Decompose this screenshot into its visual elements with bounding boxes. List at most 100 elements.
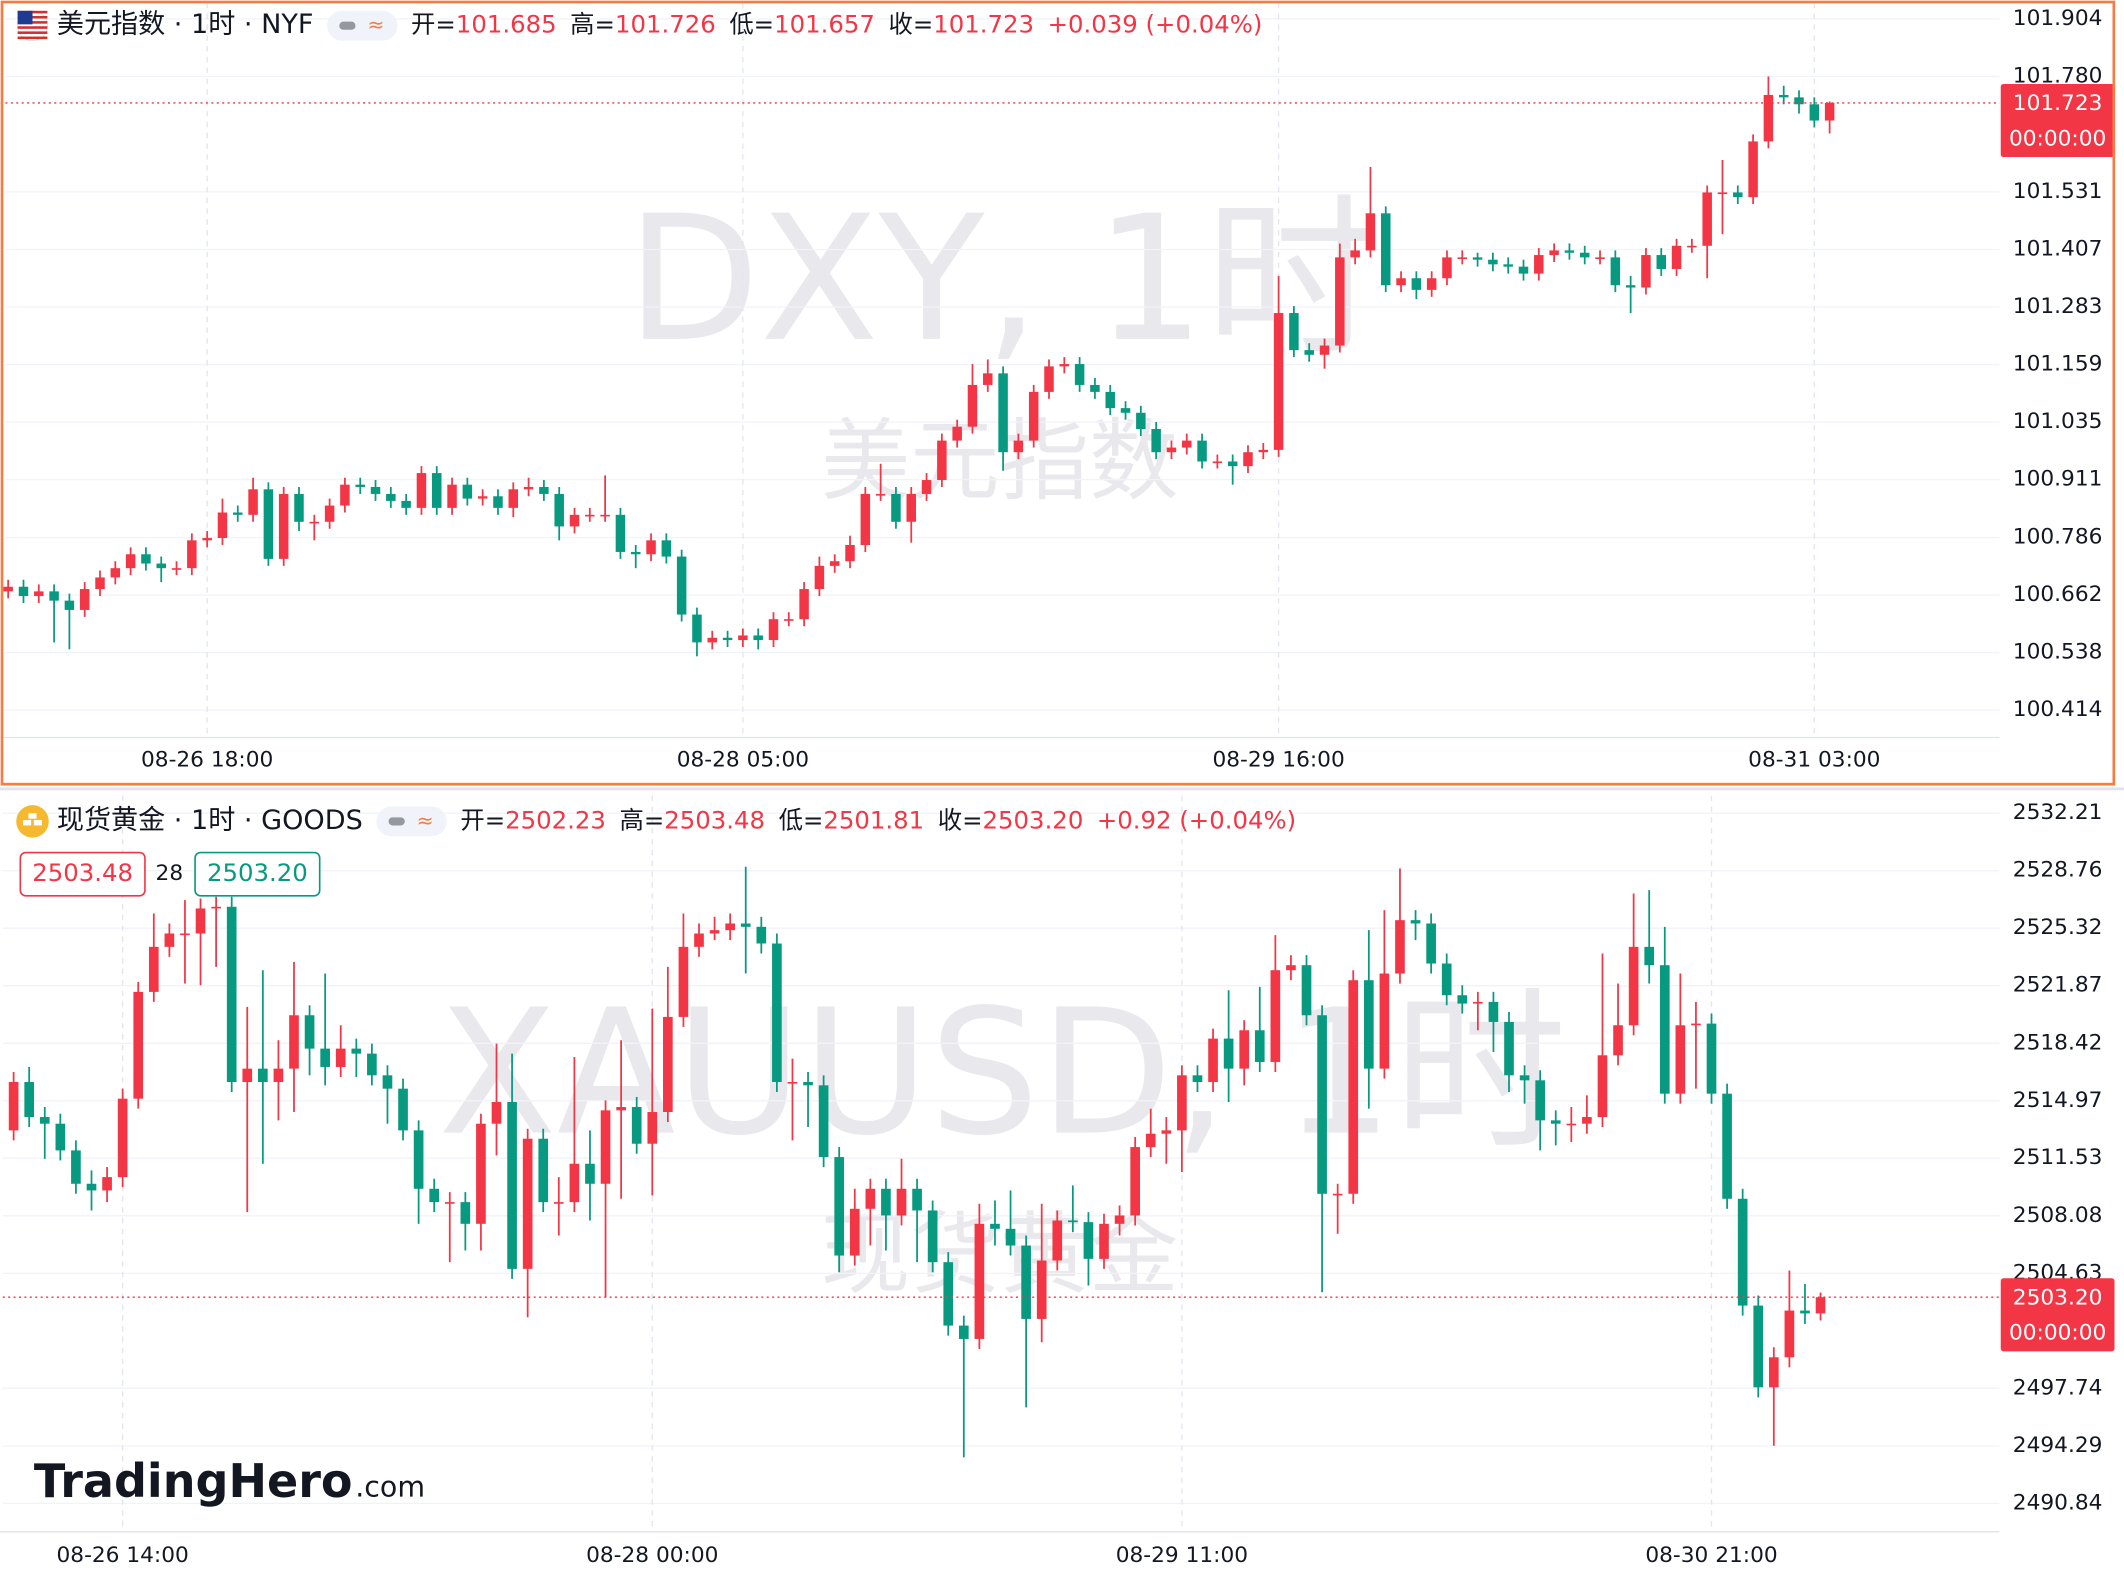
y-tick-label: 101.407 xyxy=(2013,236,2103,261)
candle-body xyxy=(523,486,534,490)
chart-layer: 101.904101.780101.531101.407101.283101.1… xyxy=(2,6,2115,1568)
candle-body xyxy=(1675,1025,1686,1094)
y-tick-label: 100.786 xyxy=(2013,525,2103,550)
candle-body xyxy=(1258,449,1269,453)
candle-body xyxy=(1363,980,1374,1069)
candle-body xyxy=(1136,412,1146,430)
candle-body xyxy=(1784,1310,1795,1358)
candle-body xyxy=(1411,278,1422,290)
candle-body xyxy=(1335,257,1345,346)
price-tag-countdown: 00:00:00 xyxy=(2009,126,2106,151)
candle-body xyxy=(787,1081,798,1084)
candle-body xyxy=(1348,980,1359,1194)
candle-body xyxy=(849,1208,860,1256)
y-tick-label: 2528.76 xyxy=(2013,858,2103,883)
x-tick-label: 08-29 11:00 xyxy=(1116,1543,1248,1568)
candle-body xyxy=(661,540,672,557)
candle-body xyxy=(1809,104,1820,121)
candle-body xyxy=(1656,255,1667,269)
toggle-wave[interactable]: ≈ xyxy=(417,808,434,832)
ask-box[interactable] xyxy=(194,851,321,897)
spread: 28 xyxy=(156,861,184,886)
candle-body xyxy=(1270,970,1281,1062)
y-tick-label: 2521.87 xyxy=(2013,973,2103,998)
candle-body xyxy=(569,1163,580,1203)
candle-body xyxy=(164,933,175,947)
x-tick-label: 08-29 16:00 xyxy=(1212,748,1344,773)
candle-body xyxy=(1641,255,1651,288)
candle-body xyxy=(768,619,779,641)
candle-body xyxy=(725,923,735,931)
candle-body xyxy=(1659,965,1670,1094)
candle-body xyxy=(294,493,304,522)
price-tag-countdown: 00:00:00 xyxy=(2009,1321,2106,1346)
candle-body xyxy=(896,1188,907,1216)
candle-body xyxy=(1488,1001,1499,1022)
bid-box[interactable] xyxy=(19,851,146,897)
candle-body xyxy=(678,946,689,1017)
candle-body xyxy=(1192,1075,1203,1082)
x-tick-label: 08-26 18:00 xyxy=(141,748,273,773)
candle-body xyxy=(585,514,595,517)
candle-body xyxy=(1166,447,1177,453)
candle-body xyxy=(217,512,228,539)
candle-body xyxy=(1381,213,1391,286)
candle-body xyxy=(631,1107,642,1144)
ohlc-label: 高= xyxy=(570,10,615,39)
candle-body xyxy=(1824,102,1835,121)
candle-body xyxy=(187,540,197,569)
candle-body xyxy=(55,1123,66,1151)
candle-body xyxy=(24,1081,35,1118)
toggle-wave[interactable]: ≈ xyxy=(367,13,384,37)
candle-body xyxy=(1052,1220,1063,1261)
candle-body xyxy=(1702,192,1712,246)
candle-body xyxy=(630,551,641,555)
candle-body xyxy=(958,1325,969,1339)
candle-body xyxy=(1534,255,1544,274)
brand-suffix: .com xyxy=(355,1471,425,1504)
candle-body xyxy=(3,586,13,592)
candle-body xyxy=(1717,192,1728,195)
candle-body xyxy=(233,512,243,515)
y-tick-label: 100.911 xyxy=(2013,467,2103,492)
candle-body xyxy=(1395,920,1405,974)
candle-body xyxy=(1332,1193,1343,1196)
candle-body xyxy=(1535,1080,1545,1121)
candle-body xyxy=(1151,429,1161,453)
candle-body xyxy=(1473,1001,1483,1004)
compare-toggle[interactable] xyxy=(327,10,398,41)
compare-toggle[interactable] xyxy=(376,806,447,837)
candle-body xyxy=(309,521,320,524)
candle-body xyxy=(64,600,75,610)
candle-body xyxy=(1800,1310,1810,1314)
candle-body xyxy=(1566,1123,1577,1126)
candle-body xyxy=(834,1157,845,1256)
candle-body xyxy=(1099,1223,1109,1259)
flag-stripe xyxy=(17,36,48,40)
toggle-dot xyxy=(388,817,405,826)
candle-body xyxy=(18,586,29,597)
candle-body xyxy=(539,486,549,494)
candle-body xyxy=(1208,1038,1218,1082)
candle-body xyxy=(508,489,519,508)
y-tick-label: 101.531 xyxy=(2013,179,2103,204)
candle-body xyxy=(1090,384,1100,392)
candle-body xyxy=(258,1068,268,1082)
candle-body xyxy=(102,1177,112,1191)
bid-price[interactable]: 2503.48 xyxy=(32,858,133,887)
candle-body xyxy=(324,505,335,522)
ask-price[interactable]: 2503.20 xyxy=(207,858,308,887)
candle-body xyxy=(370,486,381,494)
candle-body xyxy=(1304,350,1314,355)
candle-body xyxy=(616,1107,626,1111)
candle-body xyxy=(1254,1030,1265,1062)
candle-body xyxy=(722,637,733,641)
candle-body xyxy=(943,1262,954,1326)
candle-body xyxy=(447,484,457,508)
candle-body xyxy=(1768,1357,1779,1388)
candle-body xyxy=(1503,264,1513,267)
candle-body xyxy=(585,1163,595,1184)
